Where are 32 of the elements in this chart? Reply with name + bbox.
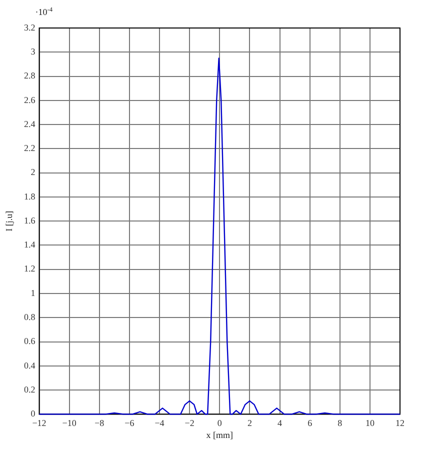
y-tick-label: 1: [30, 288, 36, 298]
y-tick-label: 0.8: [24, 312, 36, 322]
x-tick-label: −10: [62, 418, 77, 428]
x-tick-label: 12: [396, 418, 404, 428]
y-tick-label: 2.8: [24, 70, 36, 81]
y-tick-label: 0.4: [24, 360, 36, 370]
x-tick-label: 2: [247, 418, 252, 428]
x-tick-label: −8: [94, 418, 105, 428]
x-tick-label: 6: [308, 418, 313, 428]
y-tick-label: 2.2: [24, 143, 36, 154]
y-tick-label: 2: [30, 167, 36, 178]
x-tick-label: −6: [124, 418, 135, 428]
x-axis-title: x [mm]: [206, 430, 233, 440]
y-tick-label: 0.6: [24, 336, 36, 346]
x-tick-label: 8: [338, 418, 343, 428]
y-tick-label: 1.2: [24, 264, 36, 274]
y-tick-label: 1.6: [24, 215, 36, 226]
x-tick-label: −2: [184, 418, 194, 428]
x-tick-label: −12: [32, 418, 46, 428]
x-tick-label: 0: [217, 418, 222, 428]
y-tick-label: 1.4: [24, 240, 36, 250]
x-tick-label: −4: [154, 418, 165, 428]
x-tick-label: 10: [365, 418, 375, 428]
y-tick-label: 3: [30, 46, 36, 56]
y-tick-label: 2.6: [24, 94, 36, 105]
y-tick-label: 1.8: [24, 191, 36, 202]
y-tick-label: 0: [30, 408, 36, 419]
y-axis-title: I [j.u]: [4, 210, 14, 232]
x-tick-label: 4: [278, 418, 282, 428]
y-tick-label: 3.2: [24, 22, 36, 32]
y-tick-label: 2.4: [24, 118, 36, 129]
y-tick-label: 0.2: [24, 384, 36, 394]
